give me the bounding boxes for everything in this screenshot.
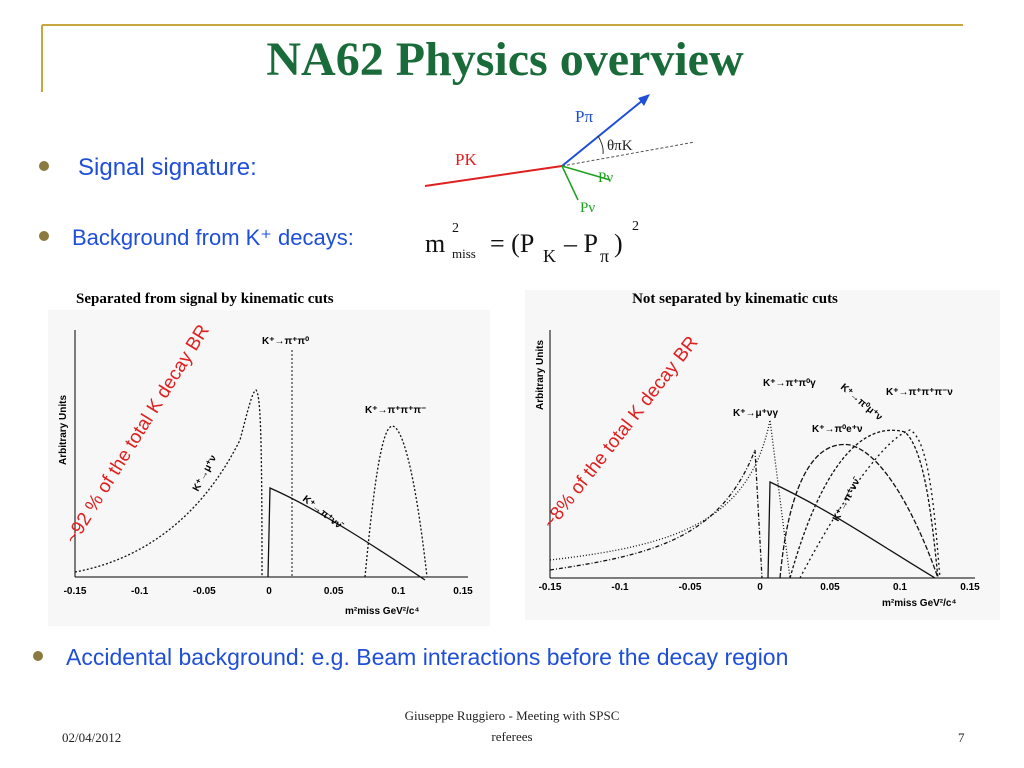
formula-part: – P <box>563 229 598 258</box>
curve <box>767 480 936 579</box>
x-tick-label: 0 <box>757 582 763 593</box>
x-tick-label: 0.15 <box>960 582 980 593</box>
pion-arrow <box>561 95 649 167</box>
label: Pν <box>580 200 595 216</box>
x-tick-label: 0.1 <box>391 586 405 597</box>
bullet-dot <box>33 651 43 661</box>
x-tick-label: -0.05 <box>193 586 216 597</box>
formula-part: m <box>425 229 445 258</box>
arrow-head <box>638 94 650 106</box>
x-tick-label: 0.1 <box>893 582 907 593</box>
label: θπK <box>607 138 633 154</box>
curve <box>74 389 263 578</box>
curve <box>799 429 941 579</box>
x-tick-label: 0.05 <box>820 582 840 593</box>
decay-label: K⁺→π⁺π⁰ <box>262 336 309 347</box>
formula-part: miss <box>452 246 476 261</box>
bullet-dot <box>39 231 49 241</box>
formula-part: 2 <box>452 221 459 236</box>
x-tick-label: -0.05 <box>679 582 702 593</box>
plot-left: Separated from signal by kinematic cuts … <box>48 291 490 626</box>
y-label: Arbitrary Units <box>535 340 546 410</box>
label: Pπ <box>575 107 593 126</box>
x-label: m²miss GeV²/c⁴ <box>882 598 956 609</box>
x-label: m²miss GeV²/c⁴ <box>345 606 419 617</box>
title: NA62 Physics overview <box>266 33 744 86</box>
decay-label: K⁺→π⁺π⁺π⁻ν <box>886 387 953 398</box>
caption: Separated from signal by kinematic cuts <box>76 291 334 307</box>
formula-part: ) <box>614 229 623 258</box>
decay-label: K⁺→π⁺π⁰γ <box>763 378 816 389</box>
plot-bg <box>525 290 1000 620</box>
curve <box>267 487 426 581</box>
bullet-dot <box>39 161 49 171</box>
footer-author: Giuseppe Ruggiero - Meeting with SPSC <box>405 708 620 723</box>
formula: m 2 miss = (P K – P π ) 2 <box>425 219 639 266</box>
x-tick-label: 0 <box>266 586 272 597</box>
x-tick-label: -0.1 <box>611 582 629 593</box>
x-tick-label: 0.15 <box>453 586 473 597</box>
plot-bg <box>48 310 490 626</box>
formula-part: K <box>543 246 556 266</box>
label: Pν <box>598 170 613 186</box>
x-tick-label: -0.15 <box>539 582 562 593</box>
label: PK <box>455 150 477 169</box>
footer-page: 7 <box>958 730 965 745</box>
x-tick-label: 0.05 <box>324 586 344 597</box>
y-label: Arbitrary Units <box>58 395 69 465</box>
kaon-arrow <box>424 165 563 187</box>
curve <box>549 449 763 579</box>
curve <box>364 425 428 578</box>
nu-arrow <box>561 165 611 181</box>
kaon-direction <box>561 141 696 167</box>
bullets: Signal signature: Background from K⁺ dec… <box>33 154 788 670</box>
curve <box>779 443 939 579</box>
nu-arrow <box>561 165 579 201</box>
decay-label: K⁺→π⁺π⁺π⁻ <box>365 405 426 416</box>
x-tick-label: -0.1 <box>131 586 149 597</box>
formula-part: 2 <box>632 219 639 234</box>
formula-part: π <box>600 246 609 266</box>
bullet: Signal signature: <box>78 154 257 181</box>
kinematics-diagram: Pπ θπK PK Pν Pν <box>424 94 696 216</box>
x-tick-label: -0.15 <box>64 586 87 597</box>
decay-label: K⁺→π⁰e⁺ν <box>812 424 863 435</box>
plot-right: Not separated by kinematic cuts Arbitrar… <box>525 290 1000 620</box>
formula-part: = (P <box>490 229 534 258</box>
decay-label: K⁺→μ⁺νγ <box>733 408 778 419</box>
footer-date: 02/04/2012 <box>62 730 121 745</box>
bullet: Background from K⁺ decays: <box>72 225 354 250</box>
footer: 02/04/2012 Giuseppe Ruggiero - Meeting w… <box>62 708 965 745</box>
angle-arc <box>597 135 604 155</box>
caption: Not separated by kinematic cuts <box>632 291 838 307</box>
bullet: Accidental background: e.g. Beam interac… <box>66 644 788 670</box>
footer-author: referees <box>491 729 532 744</box>
